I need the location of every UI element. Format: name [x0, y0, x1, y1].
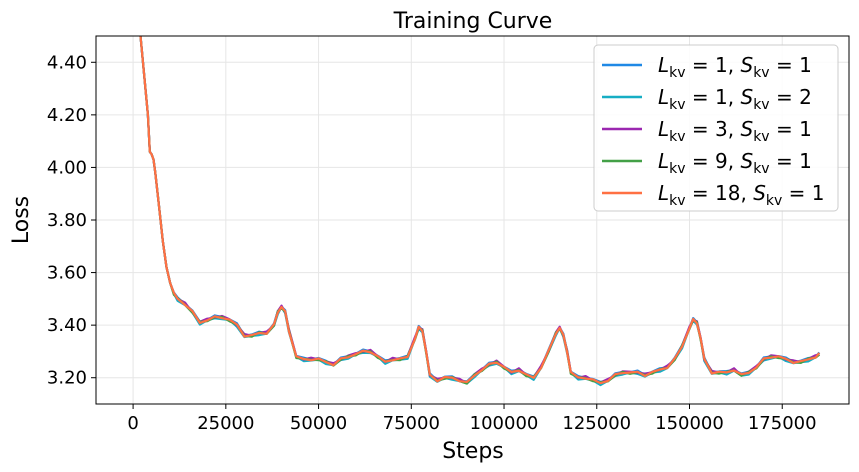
y-tick-label: 3.60: [47, 263, 87, 284]
x-tick-label: 150000: [655, 413, 724, 434]
y-axis-ticks: 3.20 3.40 3.60 3.80 4.00 4.20 4.40: [47, 52, 96, 389]
x-tick-label: 25000: [197, 413, 254, 434]
x-tick-label: 50000: [290, 413, 347, 434]
series-line-5: [139, 36, 821, 385]
x-axis-ticks: 0 25000 50000 75000 100000 125000 150000 175000: [127, 404, 817, 434]
y-tick-label: 4.00: [47, 157, 87, 178]
y-axis-label: Loss: [9, 196, 34, 244]
legend-box: [593, 44, 839, 212]
x-tick-label: 125000: [562, 413, 631, 434]
legend-entry: Lkv = 3, Skv = 1: [658, 117, 812, 145]
legend-entry: Lkv = 9, Skv = 1: [658, 149, 812, 177]
x-axis-label: Steps: [442, 439, 504, 464]
y-tick-label: 4.40: [47, 52, 87, 73]
x-tick-label: 0: [127, 413, 138, 434]
chart-title: Training Curve: [393, 9, 553, 34]
y-tick-label: 3.20: [47, 368, 87, 389]
legend-entry: Lkv = 18, Skv = 1: [658, 181, 825, 209]
legend-entry: Lkv = 1, Skv = 2: [658, 85, 812, 113]
legend: Lkv = 1, Skv = 1 Lkv = 1, Skv = 2 Lkv = 3,…: [593, 44, 839, 212]
legend-entry: Lkv = 1, Skv = 1: [658, 53, 812, 81]
y-tick-label: 4.20: [47, 105, 87, 126]
y-tick-label: 3.40: [47, 315, 87, 336]
x-tick-label: 100000: [470, 413, 539, 434]
y-tick-label: 3.80: [47, 210, 87, 231]
x-tick-label: 175000: [748, 413, 817, 434]
x-tick-label: 75000: [383, 413, 440, 434]
series-lines: [139, 36, 821, 387]
